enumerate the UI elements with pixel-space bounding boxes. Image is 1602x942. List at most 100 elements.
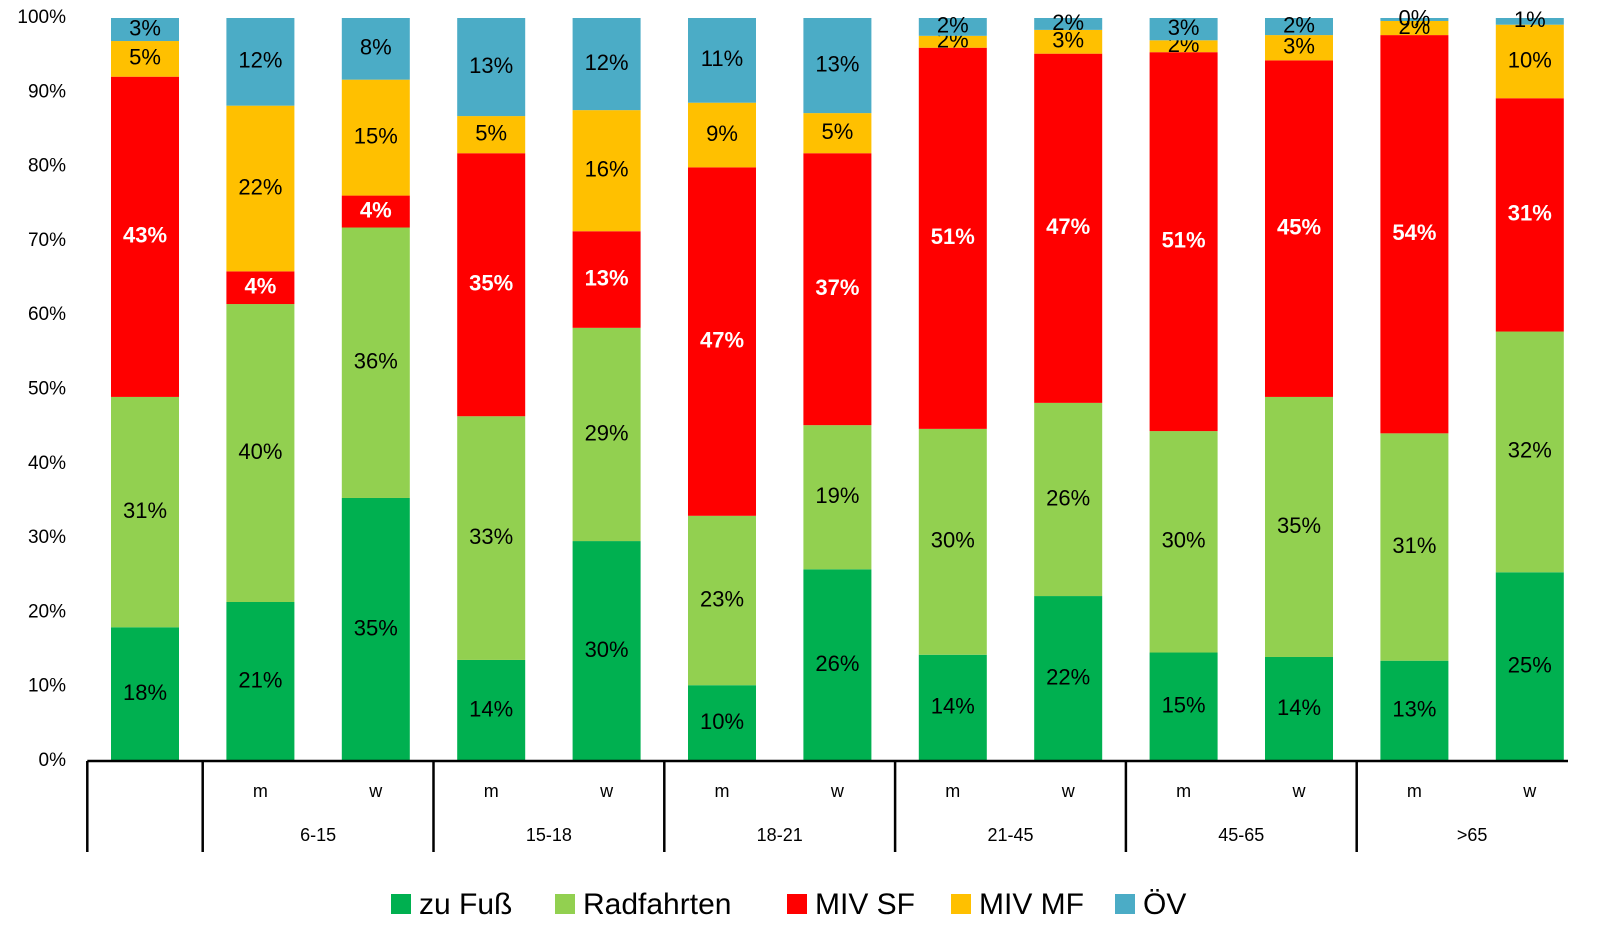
- bar-segment: [1380, 18, 1449, 21]
- data-label: 18%: [123, 680, 167, 705]
- data-label: 0%: [1399, 5, 1431, 30]
- data-label: 30%: [1162, 528, 1206, 553]
- x-tick-label: m: [484, 781, 499, 801]
- data-label: 32%: [1508, 438, 1552, 463]
- bar-segment: [1495, 572, 1564, 761]
- bar-segment: [1034, 18, 1103, 30]
- y-tick-label: 10%: [28, 676, 66, 697]
- data-label: 9%: [706, 121, 738, 146]
- data-label: 22%: [1046, 664, 1090, 689]
- bar-segment: [803, 18, 872, 114]
- data-label: 36%: [354, 349, 398, 374]
- y-tick-label: 70%: [28, 230, 66, 251]
- data-label: 3%: [1283, 34, 1315, 59]
- bar-segment: [1034, 402, 1103, 597]
- bar-segment: [1495, 24, 1564, 99]
- data-label: 35%: [1277, 513, 1321, 538]
- data-label: 23%: [700, 586, 744, 611]
- data-label: 11%: [701, 46, 743, 71]
- data-label: 2%: [937, 13, 969, 38]
- data-label: 13%: [815, 51, 859, 76]
- bar-segment: [1380, 35, 1449, 434]
- bar-segment: [111, 76, 179, 397]
- bar-segment: [803, 153, 872, 426]
- data-label: 8%: [360, 35, 392, 60]
- bar-segment: [226, 18, 295, 106]
- data-label: 30%: [585, 637, 629, 662]
- bar-segment: [111, 41, 179, 77]
- x-group-label: 21-45: [987, 825, 1033, 845]
- data-label: 15%: [354, 123, 398, 148]
- data-label: 51%: [1162, 227, 1206, 252]
- data-label: 3%: [129, 15, 161, 40]
- x-group-label: 18-21: [757, 825, 803, 845]
- data-label: 1%: [1514, 7, 1546, 32]
- data-label: 13%: [585, 265, 629, 290]
- data-label: 26%: [1046, 485, 1090, 510]
- bar-segment: [341, 18, 410, 80]
- bar-segment: [457, 416, 526, 660]
- bar-segment: [918, 654, 987, 761]
- data-label: 4%: [245, 274, 277, 299]
- bar-segment: [1149, 52, 1218, 432]
- data-label: 2%: [1283, 12, 1315, 37]
- x-tick-label: m: [945, 781, 960, 801]
- x-group-label: 45-65: [1218, 825, 1264, 845]
- data-label: 12%: [238, 48, 282, 73]
- data-label: 31%: [1392, 533, 1436, 558]
- bar-segment: [1265, 396, 1333, 657]
- bar-segment: [1495, 18, 1564, 25]
- bar-segment: [688, 102, 756, 168]
- bar-segment: [457, 18, 526, 117]
- legend-swatch: [787, 894, 807, 914]
- bar-segment: [572, 231, 641, 328]
- bar-segment: [226, 271, 295, 305]
- data-label: 13%: [469, 53, 513, 78]
- data-label: 37%: [815, 275, 859, 300]
- x-tick-label: m: [253, 781, 268, 801]
- data-label: 31%: [1508, 201, 1552, 226]
- data-label: 10%: [1508, 47, 1552, 72]
- bar-segment: [226, 601, 295, 761]
- legend-label: MIV SF: [815, 888, 915, 921]
- x-tick-label: m: [1176, 781, 1191, 801]
- y-tick-label: 60%: [28, 304, 66, 325]
- data-label: 5%: [129, 45, 161, 70]
- bar-segment: [1265, 18, 1333, 36]
- bar-segment: [111, 396, 179, 628]
- bar-segment: [918, 18, 987, 36]
- data-label: 43%: [123, 223, 167, 248]
- bar-segment: [1380, 433, 1449, 661]
- y-tick-label: 0%: [39, 750, 67, 771]
- y-tick-label: 40%: [28, 453, 66, 474]
- bar-segment: [918, 428, 987, 655]
- bar-segment: [1265, 35, 1333, 61]
- bar-segment: [341, 195, 410, 228]
- data-label: 3%: [1052, 28, 1084, 53]
- bar-segment: [1265, 60, 1333, 397]
- bar-segment: [1149, 18, 1218, 41]
- bar-segment: [111, 627, 179, 761]
- data-label: 29%: [585, 420, 629, 445]
- bar-segment: [1495, 98, 1564, 332]
- bar-segment: [918, 47, 987, 429]
- data-label: 51%: [931, 224, 975, 249]
- bar-segment: [226, 304, 295, 602]
- data-label: 33%: [469, 524, 513, 549]
- bar-segment: [1265, 656, 1333, 761]
- data-label: 47%: [1046, 214, 1090, 239]
- bar-segment: [803, 113, 872, 154]
- legend-label: ÖV: [1143, 888, 1186, 921]
- bar-segment: [457, 153, 526, 417]
- x-group-label: >65: [1457, 825, 1488, 845]
- bar-segment: [1495, 331, 1564, 573]
- data-label: 30%: [931, 528, 975, 553]
- bar-segment: [688, 515, 756, 686]
- data-label: 14%: [469, 696, 513, 721]
- data-label: 14%: [931, 694, 975, 719]
- data-label: 19%: [815, 483, 859, 508]
- x-group-label: 15-18: [526, 825, 572, 845]
- bar-segment: [1149, 431, 1218, 653]
- legend-swatch: [1115, 894, 1135, 914]
